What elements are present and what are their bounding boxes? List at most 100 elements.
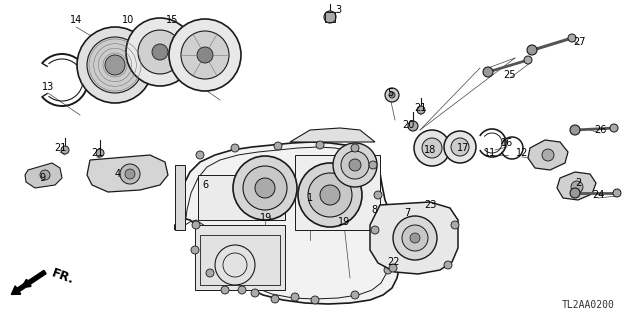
Circle shape <box>444 261 452 269</box>
Circle shape <box>138 30 182 74</box>
Text: 7: 7 <box>404 208 410 218</box>
Circle shape <box>61 146 69 154</box>
Circle shape <box>191 246 199 254</box>
Circle shape <box>570 188 580 198</box>
Text: 27: 27 <box>573 37 586 47</box>
Circle shape <box>243 166 287 210</box>
Text: 13: 13 <box>42 82 54 92</box>
Circle shape <box>349 159 361 171</box>
Text: 17: 17 <box>457 143 469 153</box>
Text: 10: 10 <box>122 15 134 25</box>
Circle shape <box>351 291 359 299</box>
Circle shape <box>527 45 537 55</box>
Text: 5: 5 <box>387 88 393 98</box>
Circle shape <box>374 191 382 199</box>
Circle shape <box>320 185 340 205</box>
Circle shape <box>570 125 580 135</box>
Text: 11: 11 <box>484 148 496 158</box>
Circle shape <box>308 173 352 217</box>
Circle shape <box>393 216 437 260</box>
Text: 8: 8 <box>371 205 377 215</box>
Circle shape <box>451 221 459 229</box>
Circle shape <box>120 164 140 184</box>
Text: 2: 2 <box>575 178 581 188</box>
Text: 26: 26 <box>594 125 606 135</box>
Circle shape <box>126 18 194 86</box>
Polygon shape <box>198 175 285 220</box>
Polygon shape <box>175 142 400 304</box>
Circle shape <box>385 88 399 102</box>
Circle shape <box>77 27 153 103</box>
Circle shape <box>255 178 275 198</box>
Polygon shape <box>175 165 185 230</box>
Text: 21: 21 <box>54 143 66 153</box>
Circle shape <box>341 151 369 179</box>
Circle shape <box>613 189 621 197</box>
Circle shape <box>389 264 397 272</box>
Polygon shape <box>557 172 596 200</box>
Circle shape <box>351 144 359 152</box>
Text: 15: 15 <box>166 15 178 25</box>
Circle shape <box>169 19 241 91</box>
Circle shape <box>402 225 428 251</box>
Circle shape <box>197 47 213 63</box>
Circle shape <box>274 142 282 150</box>
Circle shape <box>87 37 143 93</box>
Circle shape <box>451 138 469 156</box>
Circle shape <box>40 170 50 180</box>
Text: 22: 22 <box>388 257 400 267</box>
Circle shape <box>369 161 377 169</box>
Circle shape <box>238 286 246 294</box>
Circle shape <box>371 226 379 234</box>
Text: 9: 9 <box>39 173 45 183</box>
Circle shape <box>125 169 135 179</box>
Polygon shape <box>87 155 168 192</box>
Circle shape <box>152 44 168 60</box>
Text: 19: 19 <box>260 213 272 223</box>
Circle shape <box>311 296 319 304</box>
Text: 19: 19 <box>338 217 350 227</box>
Text: 14: 14 <box>70 15 82 25</box>
Circle shape <box>96 149 104 157</box>
Circle shape <box>221 286 229 294</box>
Text: 21: 21 <box>414 103 426 113</box>
Text: 21: 21 <box>91 148 103 158</box>
Circle shape <box>414 130 450 166</box>
Circle shape <box>298 163 362 227</box>
Text: TL2AA0200: TL2AA0200 <box>562 300 615 310</box>
Text: 4: 4 <box>115 169 121 179</box>
Polygon shape <box>25 163 62 188</box>
Circle shape <box>610 124 618 132</box>
Circle shape <box>542 149 554 161</box>
Text: 23: 23 <box>424 200 436 210</box>
Circle shape <box>316 141 324 149</box>
Polygon shape <box>290 128 375 142</box>
Circle shape <box>206 269 214 277</box>
Circle shape <box>371 226 379 234</box>
Circle shape <box>105 55 125 75</box>
Circle shape <box>444 131 476 163</box>
Circle shape <box>291 293 299 301</box>
Circle shape <box>568 34 576 42</box>
Polygon shape <box>370 202 458 274</box>
Text: 6: 6 <box>202 180 208 190</box>
FancyArrow shape <box>12 270 46 294</box>
Circle shape <box>231 144 239 152</box>
Circle shape <box>233 156 297 220</box>
Polygon shape <box>295 155 380 230</box>
Circle shape <box>271 295 279 303</box>
Circle shape <box>408 121 418 131</box>
Circle shape <box>192 221 200 229</box>
Text: 20: 20 <box>402 120 414 130</box>
Text: 3: 3 <box>335 5 341 15</box>
Circle shape <box>384 266 392 274</box>
Text: FR.: FR. <box>50 267 76 287</box>
Circle shape <box>333 143 377 187</box>
Circle shape <box>483 67 493 77</box>
Text: 12: 12 <box>516 148 528 158</box>
Circle shape <box>422 138 442 158</box>
Polygon shape <box>195 225 285 290</box>
Circle shape <box>324 11 336 23</box>
Text: 18: 18 <box>424 145 436 155</box>
Circle shape <box>386 236 394 244</box>
